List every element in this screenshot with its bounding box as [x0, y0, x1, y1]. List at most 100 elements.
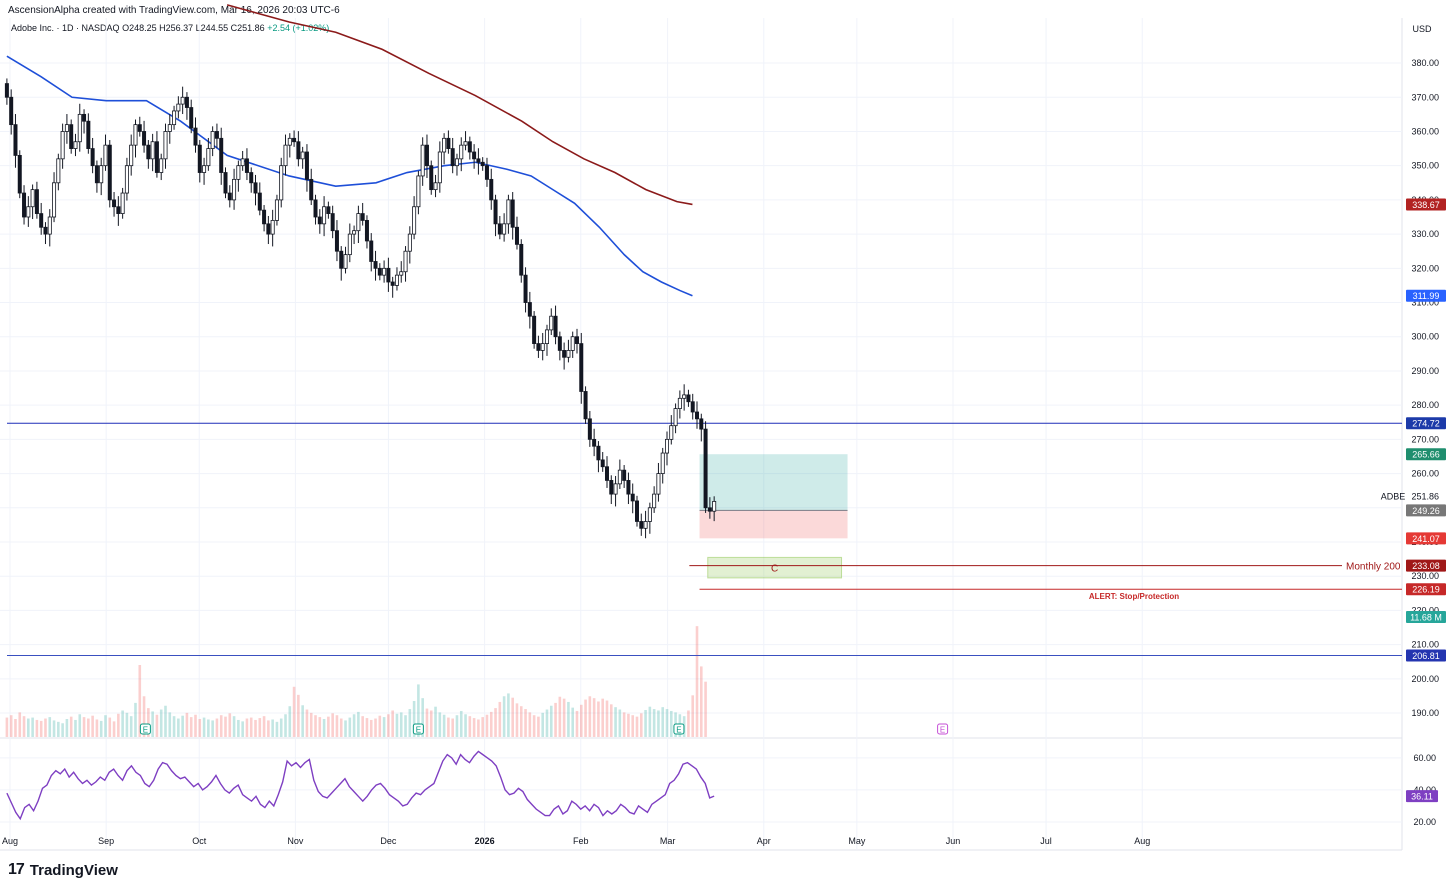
price-label-bg — [1406, 532, 1446, 545]
x-tick-label: Nov — [287, 836, 304, 846]
volume-bar — [502, 696, 506, 737]
candle-body — [527, 302, 532, 317]
candle-body — [236, 165, 241, 180]
volume-bar — [198, 719, 202, 737]
volume-bar — [395, 713, 399, 737]
y-tick-label: 260.00 — [1411, 469, 1439, 479]
candle-body — [313, 199, 318, 218]
candle-body — [214, 131, 219, 139]
candle — [129, 134, 134, 176]
candle-body — [210, 131, 215, 149]
candle-body — [523, 274, 528, 303]
earnings-icon: E — [412, 723, 424, 735]
candle — [549, 308, 554, 336]
earnings-letter: E — [143, 726, 148, 735]
candle-body — [360, 213, 365, 221]
candle — [364, 215, 369, 249]
candle-body — [253, 182, 258, 194]
candle-body — [682, 394, 687, 399]
candle — [412, 196, 417, 240]
volume-bar — [339, 718, 343, 737]
candle-body — [82, 113, 87, 122]
candle — [137, 116, 142, 137]
symbol-legend[interactable]: Adobe Inc. · 1D · NASDAQ O248.25 H256.37… — [11, 23, 329, 33]
candle — [639, 513, 644, 536]
volume-bar — [279, 718, 283, 737]
candle-body — [39, 213, 44, 228]
rsi-line — [6, 750, 715, 821]
volume-bar — [644, 710, 647, 737]
candle-body — [514, 226, 519, 245]
volume-bar — [451, 718, 454, 737]
volume-bar — [532, 715, 536, 737]
candle-body — [124, 165, 129, 194]
candle-body — [549, 315, 554, 331]
candle — [557, 331, 562, 361]
candle-body — [472, 151, 477, 160]
candle-body — [377, 267, 382, 276]
earnings-badge — [139, 723, 151, 735]
volume-bar — [181, 715, 184, 737]
candle — [287, 133, 292, 158]
volume-bar — [357, 711, 360, 737]
candle-body — [480, 161, 485, 167]
y-tick-label: 330.00 — [1411, 229, 1439, 239]
candle — [206, 137, 211, 171]
candle-body — [626, 480, 631, 495]
stop-loss-zone — [699, 510, 848, 539]
volume-bar — [571, 707, 575, 737]
horizontal-lines: Monthly 200 ALERT: Stop/Protection — [7, 422, 1402, 657]
candle-body — [416, 175, 421, 208]
candle-body — [274, 199, 279, 221]
candle-body — [497, 223, 502, 235]
volume-bar — [159, 709, 163, 737]
earnings-icon: E — [139, 723, 151, 735]
volume-bar — [22, 716, 26, 737]
candle-body — [699, 418, 704, 430]
monthly-200-label: Monthly 200 — [1346, 562, 1401, 573]
candle — [47, 209, 52, 247]
candle-body — [364, 220, 369, 242]
volume-bar — [44, 718, 47, 737]
volume-bar — [224, 716, 227, 737]
y-tick-label: 360.00 — [1411, 126, 1439, 136]
volume-bar — [352, 714, 356, 737]
price-chart[interactable]: C Monthly 200 ALERT: Stop/Protection E E E E… — [0, 0, 1456, 855]
volume-bar — [519, 706, 523, 737]
y-tick-label: 190.00 — [1411, 708, 1439, 718]
candle-body — [219, 137, 224, 173]
candle — [570, 331, 575, 358]
volume-bar — [249, 717, 253, 737]
x-tick-label: 2026 — [475, 836, 495, 846]
candle — [519, 239, 524, 283]
legend-change: +2.54 (+1.02%) — [267, 23, 330, 33]
last-price-value: 251.86 — [1411, 492, 1439, 502]
candle-body — [695, 411, 700, 420]
candle — [484, 157, 489, 187]
candle-body — [86, 120, 91, 149]
candle — [707, 497, 712, 519]
candle-body — [630, 493, 635, 502]
candle-body — [562, 350, 567, 358]
candle-body — [154, 141, 159, 173]
price-label-bg — [1406, 611, 1446, 623]
earnings-badge — [412, 723, 424, 735]
volume-bar — [537, 716, 540, 737]
candle-body — [69, 124, 74, 149]
moving-averages — [6, 4, 693, 297]
candle-body — [382, 267, 387, 276]
price-axis-label: 241.07 — [1406, 532, 1446, 545]
candle-body — [407, 233, 412, 252]
candle — [296, 131, 301, 167]
volume-bar — [489, 711, 493, 737]
candle — [510, 192, 515, 240]
candle — [613, 475, 618, 507]
price-label-text: 338.67 — [1412, 200, 1440, 210]
candle — [459, 137, 464, 172]
candle — [399, 261, 404, 283]
candle-body — [690, 401, 695, 413]
candle — [180, 86, 185, 115]
candle-body — [583, 391, 588, 420]
volume-bar — [438, 712, 442, 737]
candle — [647, 502, 652, 534]
